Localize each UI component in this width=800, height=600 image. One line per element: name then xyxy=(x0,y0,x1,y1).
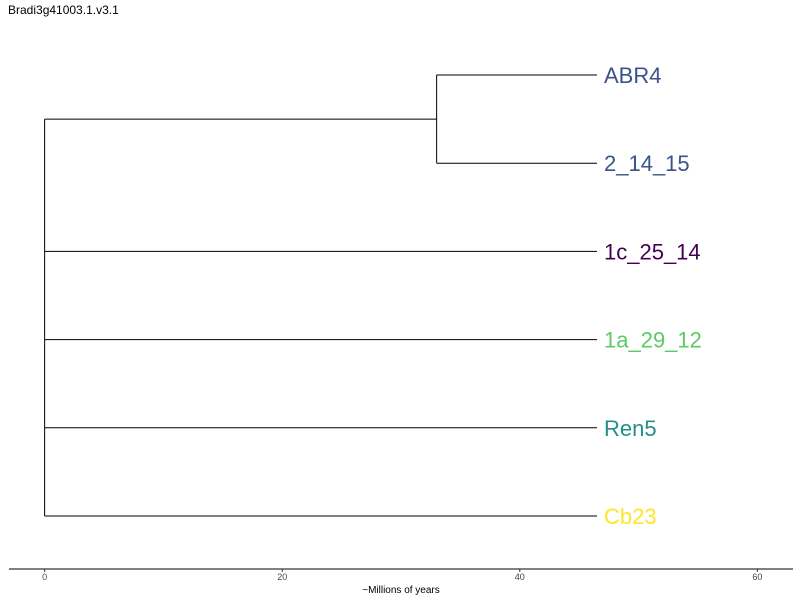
tip-label: ABR4 xyxy=(604,63,661,88)
x-axis-title: ~Millions of years xyxy=(362,585,440,596)
tip-label: 2_14_15 xyxy=(604,151,690,176)
tip-labels: ABR4 2_14_15 1c_25_14 1a_29_12 Ren5 Cb23 xyxy=(604,63,702,529)
branches xyxy=(44,74,597,517)
x-tick-label: 0 xyxy=(42,572,47,582)
x-tick-label: 60 xyxy=(752,572,762,582)
tip-label: 1c_25_14 xyxy=(604,239,701,264)
x-tick-label: 40 xyxy=(515,572,525,582)
x-axis: 0 20 40 60 ~Millions of years xyxy=(9,568,793,596)
chart-title: Bradi3g41003.1.v3.1 xyxy=(8,3,119,17)
tip-label: 1a_29_12 xyxy=(604,328,702,353)
tip-label: Cb23 xyxy=(604,504,657,529)
tip-label: Ren5 xyxy=(604,416,657,441)
x-tick-label: 20 xyxy=(277,572,287,582)
